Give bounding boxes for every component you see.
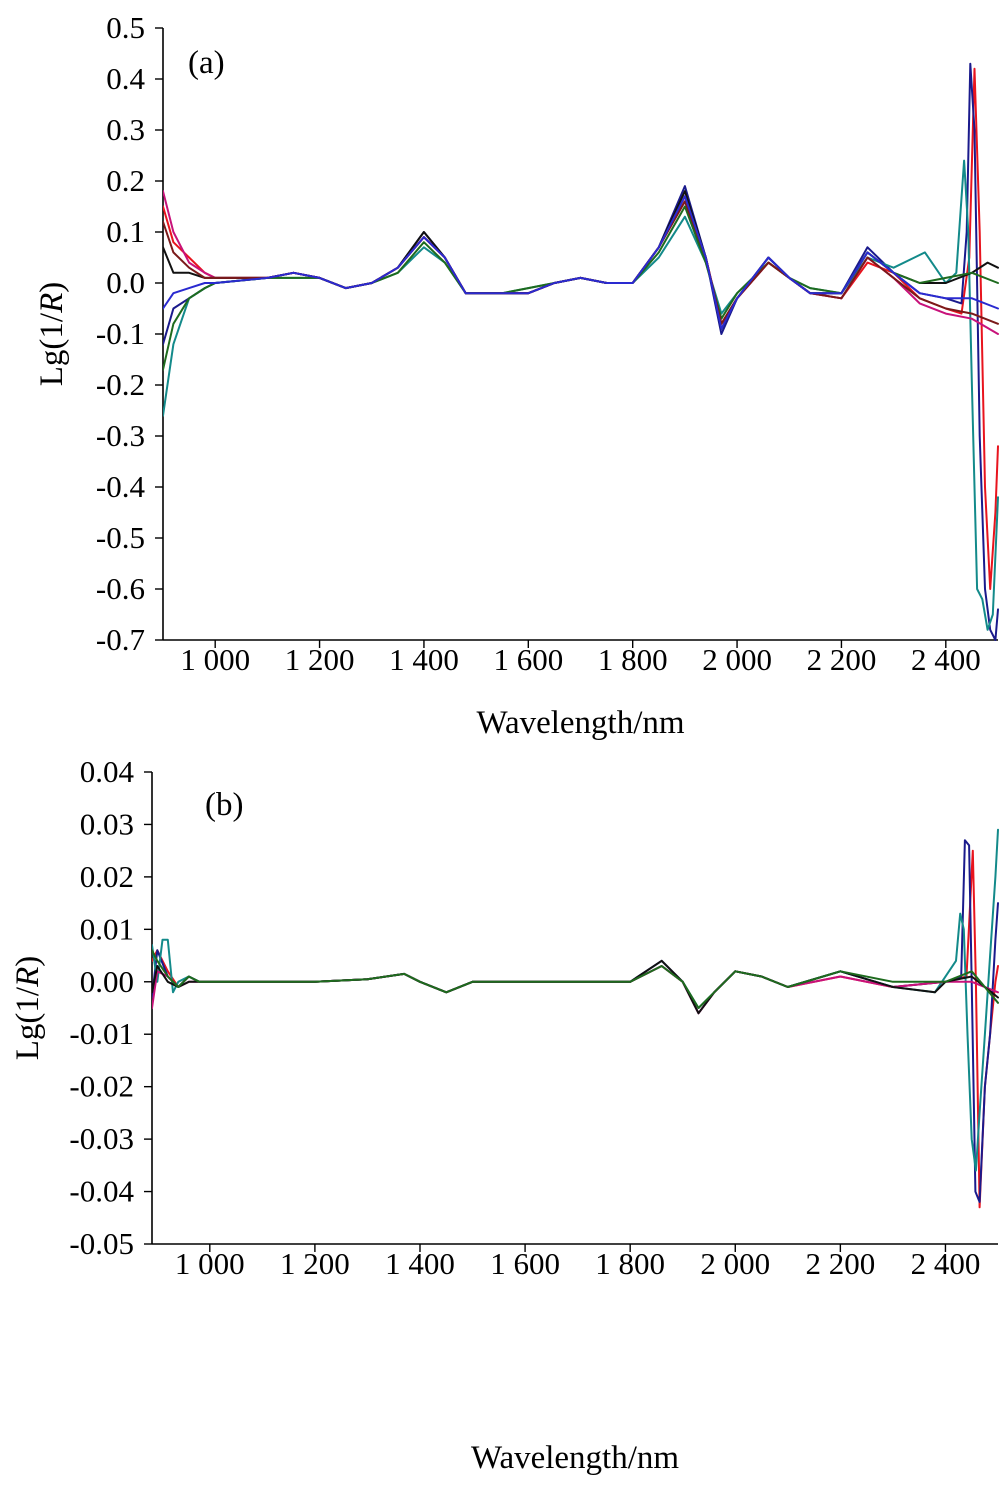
y-axis-title-main: Lg(1/ [34,312,70,386]
y-tick-label: -0.3 [96,418,145,453]
y-tick-label: 0.2 [106,163,145,198]
y-axis-title-end: ) [10,956,46,967]
y-tick-label: 0.00 [80,964,134,999]
x-tick-label: 2 000 [702,642,772,677]
y-tick-label: -0.4 [96,469,146,504]
series-line-6 [163,205,999,371]
x-tick-label: 1 000 [180,642,250,677]
series-line-8 [163,195,999,330]
x-tick-label: 1 400 [389,642,459,677]
y-tick-label: 0.02 [80,859,134,894]
x-tick-label: 1 200 [285,642,355,677]
chart-panel-b: -0.05 -0.04 -0.03 -0.02 -0.01 0.00 0.01 0.02 0.0… [10,754,999,1476]
y-tick-label: -0.01 [69,1016,134,1051]
x-tick-label: 2 400 [911,1246,981,1281]
y-axis-title-italic: R [10,967,46,988]
chart-panel-a: -0.7 -0.6 -0.5 -0.4 -0.3 -0.2 -0.1 0.0 0.1 0.2 0.3… [34,10,999,741]
y-axis-title: Lg(1/R) [34,282,70,387]
series-line-7 [163,200,999,325]
y-tick-label: 0.01 [80,911,134,946]
x-tick-label: 2 200 [805,1246,875,1281]
series-group [163,62,999,641]
series-line-3 [163,159,999,631]
series-line-4 [152,965,999,1015]
y-tick-label: 0.0 [106,265,145,300]
y-tick-label: -0.7 [96,622,145,657]
y-tick-label: 0.1 [106,214,145,249]
y-tick-label: 0.03 [80,806,134,841]
y-axis-title-end: ) [34,282,70,293]
y-tick-label: 0.04 [80,754,135,789]
panel-label: (b) [205,787,243,823]
series-line-1 [152,849,999,1209]
series-line-1 [163,67,999,590]
x-tick-label: 2 000 [700,1246,770,1281]
series-line-2 [152,839,999,1203]
y-tick-label: -0.02 [69,1069,134,1104]
y-tick-label: 0.5 [106,10,145,45]
y-tick-label: -0.1 [96,316,145,351]
series-line-2 [163,62,999,641]
x-axis-title: Wavelength/nm [476,705,684,741]
x-axis-title: Wavelength/nm [471,1440,679,1476]
y-axis-title: Lg(1/R) [10,956,46,1061]
x-tick-label: 1 000 [175,1246,245,1281]
y-tick-label: -0.04 [69,1174,134,1209]
panel-label: (a) [188,45,225,81]
y-axis-title-italic: R [34,293,70,314]
x-tick-label: 1 800 [598,642,668,677]
series-line-5 [152,959,999,1015]
y-tick-label: -0.6 [96,571,145,606]
x-tick-label: 1 800 [595,1246,665,1281]
x-tick-label: 1 600 [493,642,563,677]
y-axis-title-main: Lg(1/ [10,986,46,1060]
series-line-6 [152,949,999,1009]
y-tick-label: 0.3 [106,112,145,147]
x-tick-label: 1 600 [490,1246,560,1281]
y-tick-label: 0.4 [106,61,145,96]
x-tick-label: 2 200 [807,642,877,677]
y-tick-label: -0.5 [96,520,145,555]
x-tick-label: 1 200 [280,1246,350,1281]
y-tick-label: -0.05 [69,1226,134,1261]
x-tick-label: 2 400 [911,642,981,677]
x-tick-label: 1 400 [385,1246,455,1281]
series-line-3 [152,828,999,1172]
y-tick-label: -0.2 [96,367,145,402]
series-group [152,828,999,1209]
y-tick-label: -0.03 [69,1121,134,1156]
